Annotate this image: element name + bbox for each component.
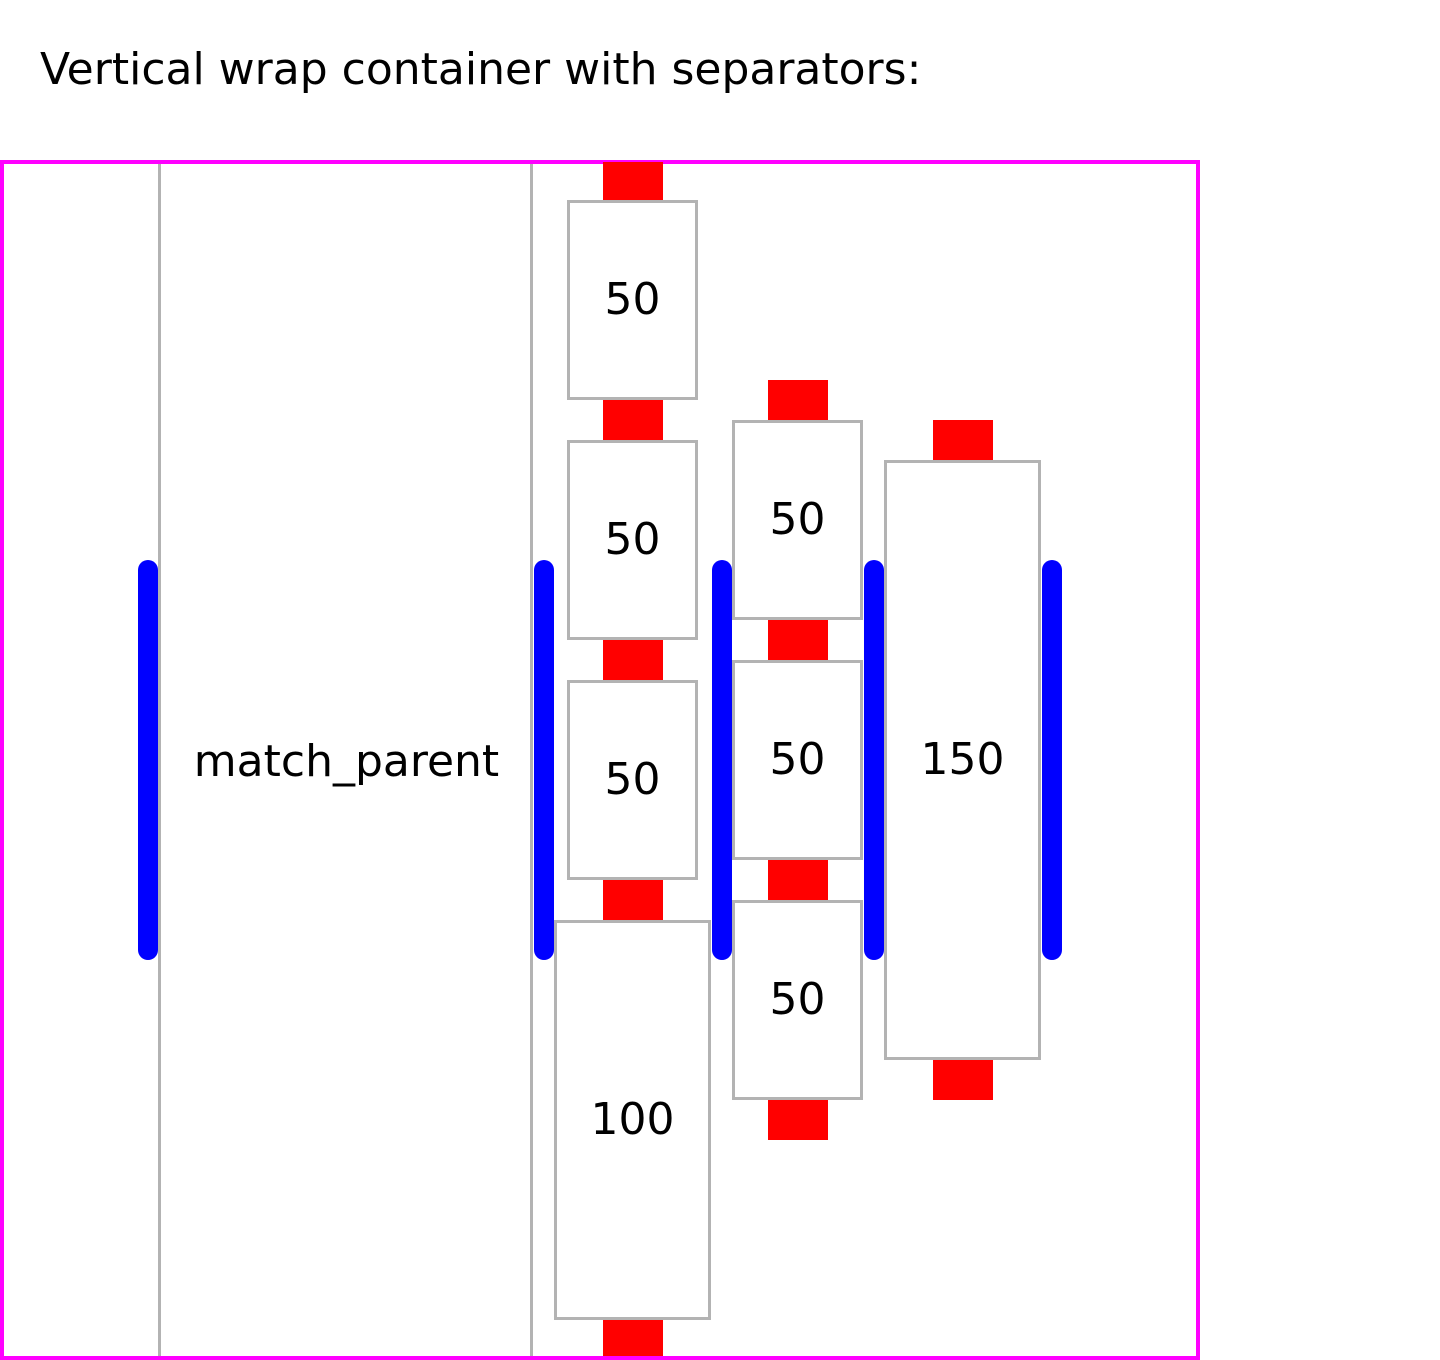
item-box: 50 (567, 680, 698, 880)
item-size-label: 50 (604, 274, 661, 325)
item-margin (603, 400, 663, 440)
separator (712, 560, 732, 960)
item-size-label: 50 (769, 974, 826, 1025)
item-margin (603, 880, 663, 920)
match-parent-right-border (530, 164, 533, 1356)
separator (534, 560, 554, 960)
item-margin (768, 1100, 828, 1140)
match-parent-left-border (158, 164, 161, 1356)
item-size-label: 150 (920, 734, 1005, 785)
match-parent-label: match_parent (193, 736, 500, 787)
wrap-container (0, 160, 1200, 1360)
item-size-label: 50 (769, 734, 826, 785)
item-box: 50 (732, 900, 863, 1100)
item-margin (768, 620, 828, 660)
item-box: 50 (567, 200, 698, 400)
item-size-label: 50 (769, 494, 826, 545)
item-box: 50 (732, 660, 863, 860)
item-margin (603, 162, 663, 200)
item-box: 150 (884, 460, 1041, 1060)
item-size-label: 50 (604, 514, 661, 565)
separator (864, 560, 884, 960)
separator (138, 560, 158, 960)
item-margin (603, 1320, 663, 1356)
item-box: 50 (567, 440, 698, 640)
item-box: 50 (732, 420, 863, 620)
item-margin (933, 420, 993, 460)
item-size-label: 100 (590, 1094, 675, 1145)
item-size-label: 50 (604, 754, 661, 805)
item-margin (933, 1060, 993, 1100)
item-margin (768, 380, 828, 420)
item-margin (768, 860, 828, 900)
item-box: 100 (554, 920, 711, 1320)
page-title: Vertical wrap container with separators: (40, 44, 922, 95)
separator (1042, 560, 1062, 960)
item-margin (603, 640, 663, 680)
